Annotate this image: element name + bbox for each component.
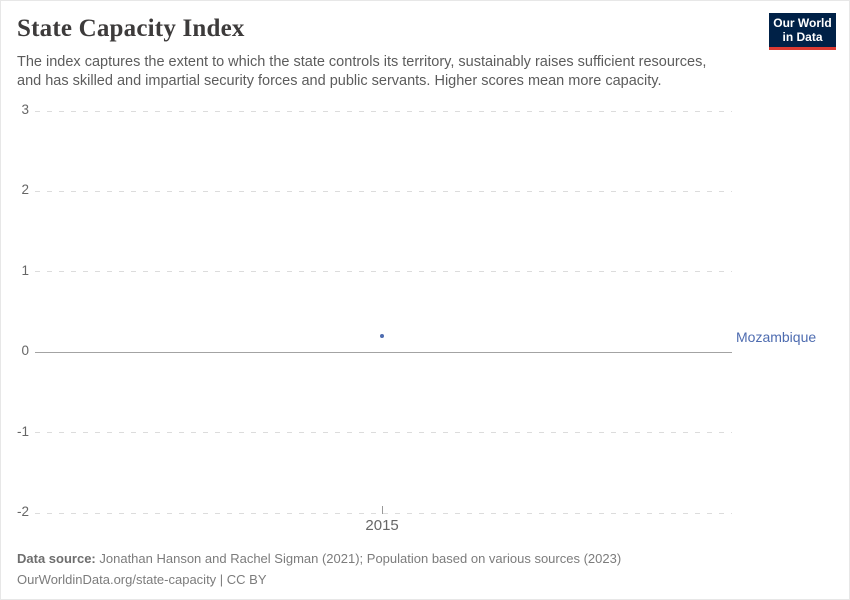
x-axis-tick-label: 2015 (365, 517, 399, 534)
y-gridline (35, 190, 732, 192)
y-axis-tick-label: 1 (21, 262, 29, 278)
chart-footer: Data source: Jonathan Hanson and Rachel … (17, 549, 621, 590)
entity-label-mozambique[interactable]: Mozambique (736, 329, 817, 346)
data-source-line: Data source: Jonathan Hanson and Rachel … (17, 549, 621, 570)
x-axis-tick (381, 506, 383, 514)
y-gridline (35, 110, 732, 112)
subtitle-line-1: The index captures the extent to which t… (17, 54, 707, 70)
chart-subtitle: The index captures the extent to which t… (17, 53, 706, 91)
subtitle-line-2: and has skilled and impartial security f… (17, 73, 662, 89)
y-gridline (35, 432, 732, 434)
y-axis-tick-label: 2 (21, 182, 29, 198)
zero-axis-line (35, 351, 732, 353)
page-title: State Capacity Index (17, 15, 245, 42)
y-gridline (35, 512, 732, 514)
data-source-text: Jonathan Hanson and Rachel Sigman (2021)… (99, 551, 622, 566)
owid-logo-line-1: Our World (773, 16, 832, 30)
y-gridline (35, 271, 732, 273)
y-axis-tick-label: 0 (21, 343, 29, 359)
license-line[interactable]: OurWorldinData.org/state-capacity | CC B… (17, 571, 267, 587)
y-axis-tick-label: -2 (16, 504, 29, 519)
y-axis-tick-label: 3 (21, 102, 29, 117)
data-source-label: Data source: (17, 551, 96, 566)
owid-logo-line-2: in Data (782, 30, 823, 44)
y-axis-tick-label: -1 (16, 423, 29, 439)
data-point-mozambique[interactable] (380, 334, 385, 339)
owid-logo[interactable]: Our World in Data (769, 13, 836, 50)
